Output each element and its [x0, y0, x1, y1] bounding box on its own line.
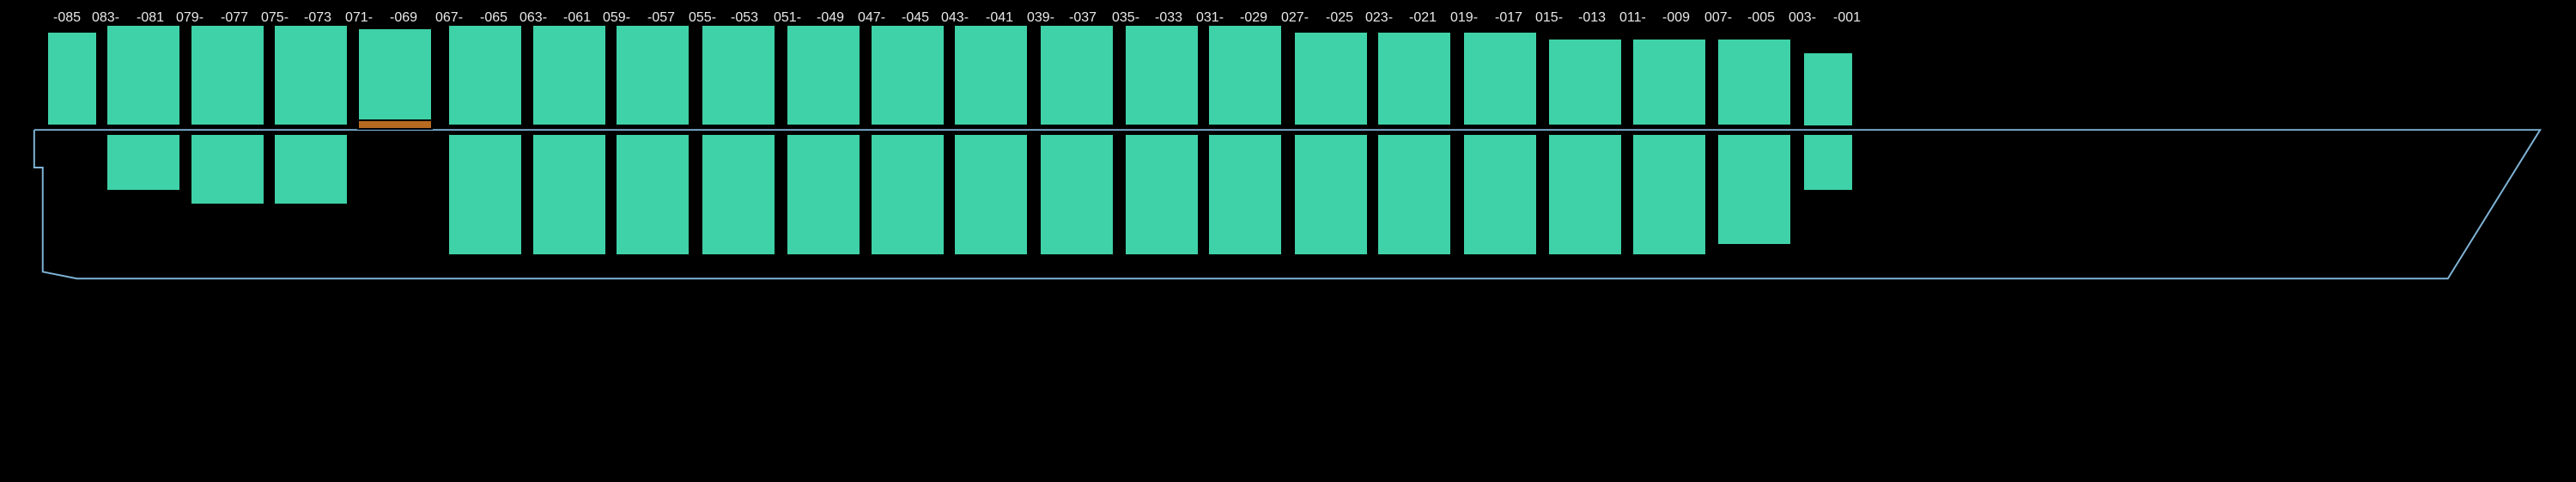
bay-label: -017: [1495, 10, 1522, 26]
bay-027h[interactable]: [1293, 133, 1369, 256]
bay-label: -005: [1747, 10, 1775, 26]
bay-011d[interactable]: [1631, 38, 1707, 126]
bay-071d[interactable]: [357, 27, 433, 126]
bay-085d[interactable]: [46, 31, 98, 126]
bay-035d[interactable]: [1124, 24, 1200, 126]
bay-019h[interactable]: [1462, 133, 1538, 256]
bay-003h[interactable]: [1802, 133, 1854, 192]
bay-079h[interactable]: [190, 133, 265, 205]
bay-083d[interactable]: [106, 24, 181, 126]
bay-label: 019-: [1450, 10, 1478, 26]
bay-label: -013: [1578, 10, 1606, 26]
bay-071m[interactable]: [357, 119, 433, 130]
bay-043h[interactable]: [953, 133, 1029, 256]
bay-067d[interactable]: [447, 24, 523, 126]
bay-label: -069: [390, 10, 417, 26]
bay-039d[interactable]: [1039, 24, 1115, 126]
bay-label: 011-: [1619, 10, 1646, 26]
bay-011h[interactable]: [1631, 133, 1707, 256]
bay-007d[interactable]: [1716, 38, 1792, 126]
bay-063d[interactable]: [532, 24, 607, 126]
bay-079d[interactable]: [190, 24, 265, 126]
bay-039h[interactable]: [1039, 133, 1115, 256]
bay-023h[interactable]: [1376, 133, 1452, 256]
bay-047d[interactable]: [870, 24, 945, 126]
bay-label: 007-: [1704, 10, 1732, 26]
bay-031h[interactable]: [1207, 133, 1283, 256]
bay-023d[interactable]: [1376, 31, 1452, 126]
bay-067h[interactable]: [447, 133, 523, 256]
bay-label: 015-: [1535, 10, 1563, 26]
bay-047h[interactable]: [870, 133, 945, 256]
bay-055h[interactable]: [701, 133, 776, 256]
bay-label: 071-: [345, 10, 373, 26]
bay-label: -021: [1409, 10, 1437, 26]
ship-bay-plan: -085083--081079--077075--073071--069067-…: [0, 0, 2576, 482]
bay-051d[interactable]: [786, 24, 861, 126]
bay-label: 023-: [1365, 10, 1393, 26]
bay-015d[interactable]: [1547, 38, 1623, 126]
bay-label: -085: [53, 10, 81, 26]
bay-015h[interactable]: [1547, 133, 1623, 256]
bay-007h[interactable]: [1716, 133, 1792, 246]
bay-063h[interactable]: [532, 133, 607, 256]
bay-075h[interactable]: [273, 133, 349, 205]
bay-019d[interactable]: [1462, 31, 1538, 126]
bay-027d[interactable]: [1293, 31, 1369, 126]
bay-label: -001: [1833, 10, 1861, 26]
bay-035h[interactable]: [1124, 133, 1200, 256]
bay-075d[interactable]: [273, 24, 349, 126]
bay-055d[interactable]: [701, 24, 776, 126]
bay-label: -025: [1326, 10, 1353, 26]
bay-059d[interactable]: [615, 24, 690, 126]
bay-label: 003-: [1789, 10, 1816, 26]
bay-043d[interactable]: [953, 24, 1029, 126]
bay-003d[interactable]: [1802, 52, 1854, 127]
bay-083h[interactable]: [106, 133, 181, 192]
bay-031d[interactable]: [1207, 24, 1283, 126]
bay-label: -009: [1662, 10, 1690, 26]
bay-059h[interactable]: [615, 133, 690, 256]
bay-051h[interactable]: [786, 133, 861, 256]
bay-label: 027-: [1281, 10, 1309, 26]
